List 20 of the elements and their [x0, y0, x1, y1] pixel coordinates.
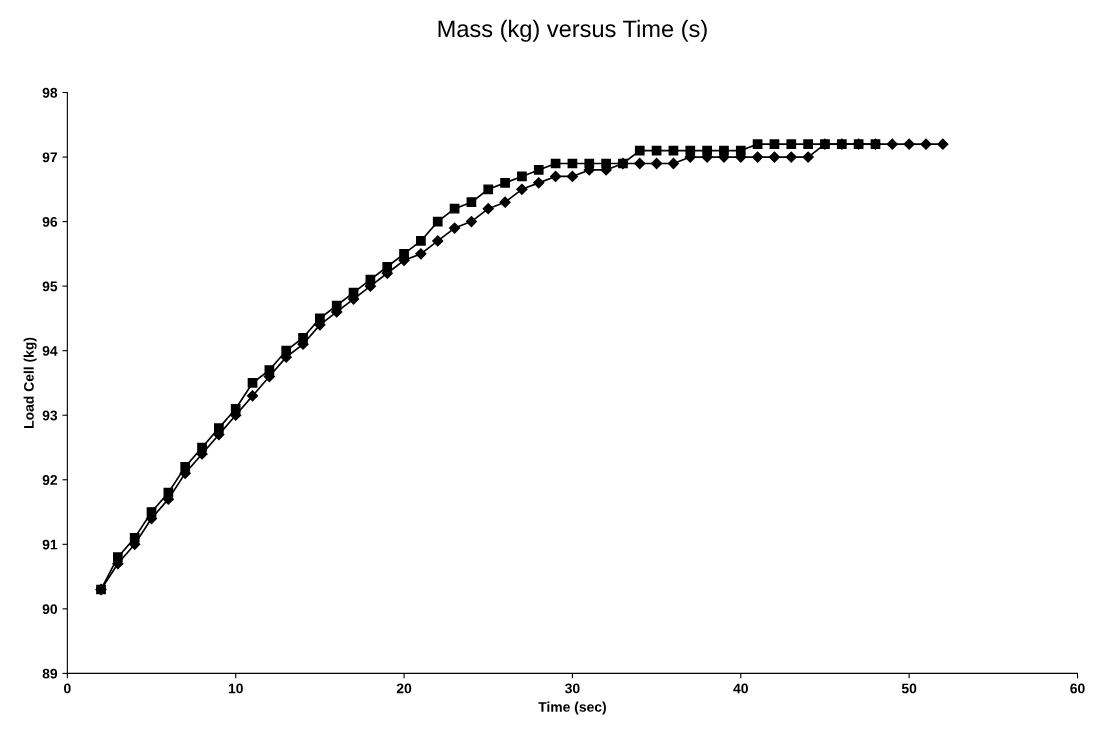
y-axis-title: Load Cell (kg) — [23, 337, 37, 428]
y-tick-label: 89 — [42, 668, 58, 679]
x-tick-label: 0 — [64, 683, 71, 694]
y-tick-label: 93 — [42, 410, 58, 421]
y-tick-label: 96 — [42, 216, 58, 227]
y-tick-label: 95 — [42, 281, 58, 292]
y-tick-label: 91 — [42, 539, 58, 550]
y-tick-label: 97 — [42, 152, 58, 163]
x-tick-label: 10 — [228, 683, 243, 694]
x-tick-label: 20 — [396, 683, 412, 694]
y-tick-label: 94 — [42, 346, 58, 356]
y-tick-label: 90 — [42, 604, 58, 615]
x-tick-label: 30 — [565, 683, 580, 694]
x-tick-label: 50 — [901, 683, 917, 694]
y-tick-label: 92 — [42, 475, 58, 485]
chart-title: Mass (kg) versus Time (s) — [438, 19, 707, 42]
x-axis-title: Time (sec) — [538, 701, 606, 715]
x-tick-label: 40 — [733, 683, 748, 694]
x-tick-label: 60 — [1070, 683, 1085, 694]
y-tick-label: 98 — [42, 87, 58, 98]
